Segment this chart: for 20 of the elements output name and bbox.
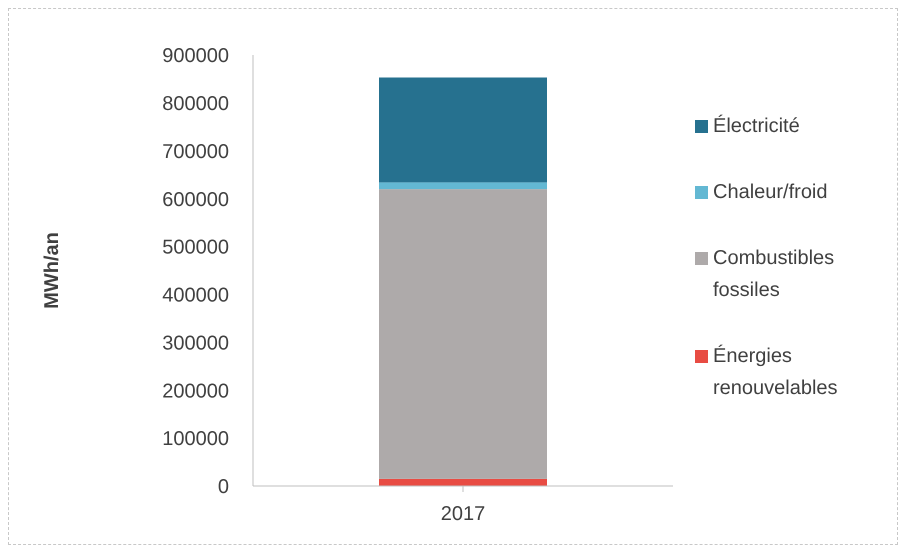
y-axis-title: MWh/an — [41, 232, 64, 309]
legend-label: Énergies renouvelables — [713, 344, 839, 400]
legend-label: Combustibles fossiles — [713, 246, 836, 302]
bar — [379, 478, 547, 486]
x-tick-label: 2017 — [440, 503, 486, 526]
y-tick-label: 800000 — [162, 92, 229, 115]
y-tick-label: 0 — [218, 476, 229, 498]
y-tick-label: 300000 — [162, 332, 229, 354]
bar — [379, 182, 547, 190]
y-tick-label: 500000 — [162, 236, 229, 259]
y-tick-label: 200000 — [162, 380, 229, 402]
y-tick-label: 400000 — [162, 284, 229, 307]
y-tick-label: 100000 — [162, 428, 229, 450]
y-tick-label: 600000 — [162, 188, 229, 211]
y-tick-label: 900000 — [162, 45, 229, 68]
bar — [379, 189, 547, 479]
legend-label: Chaleur/froid — [713, 180, 828, 204]
y-tick-label: 700000 — [162, 140, 229, 163]
bar — [379, 78, 547, 182]
legend-label: Électricité — [713, 114, 800, 138]
